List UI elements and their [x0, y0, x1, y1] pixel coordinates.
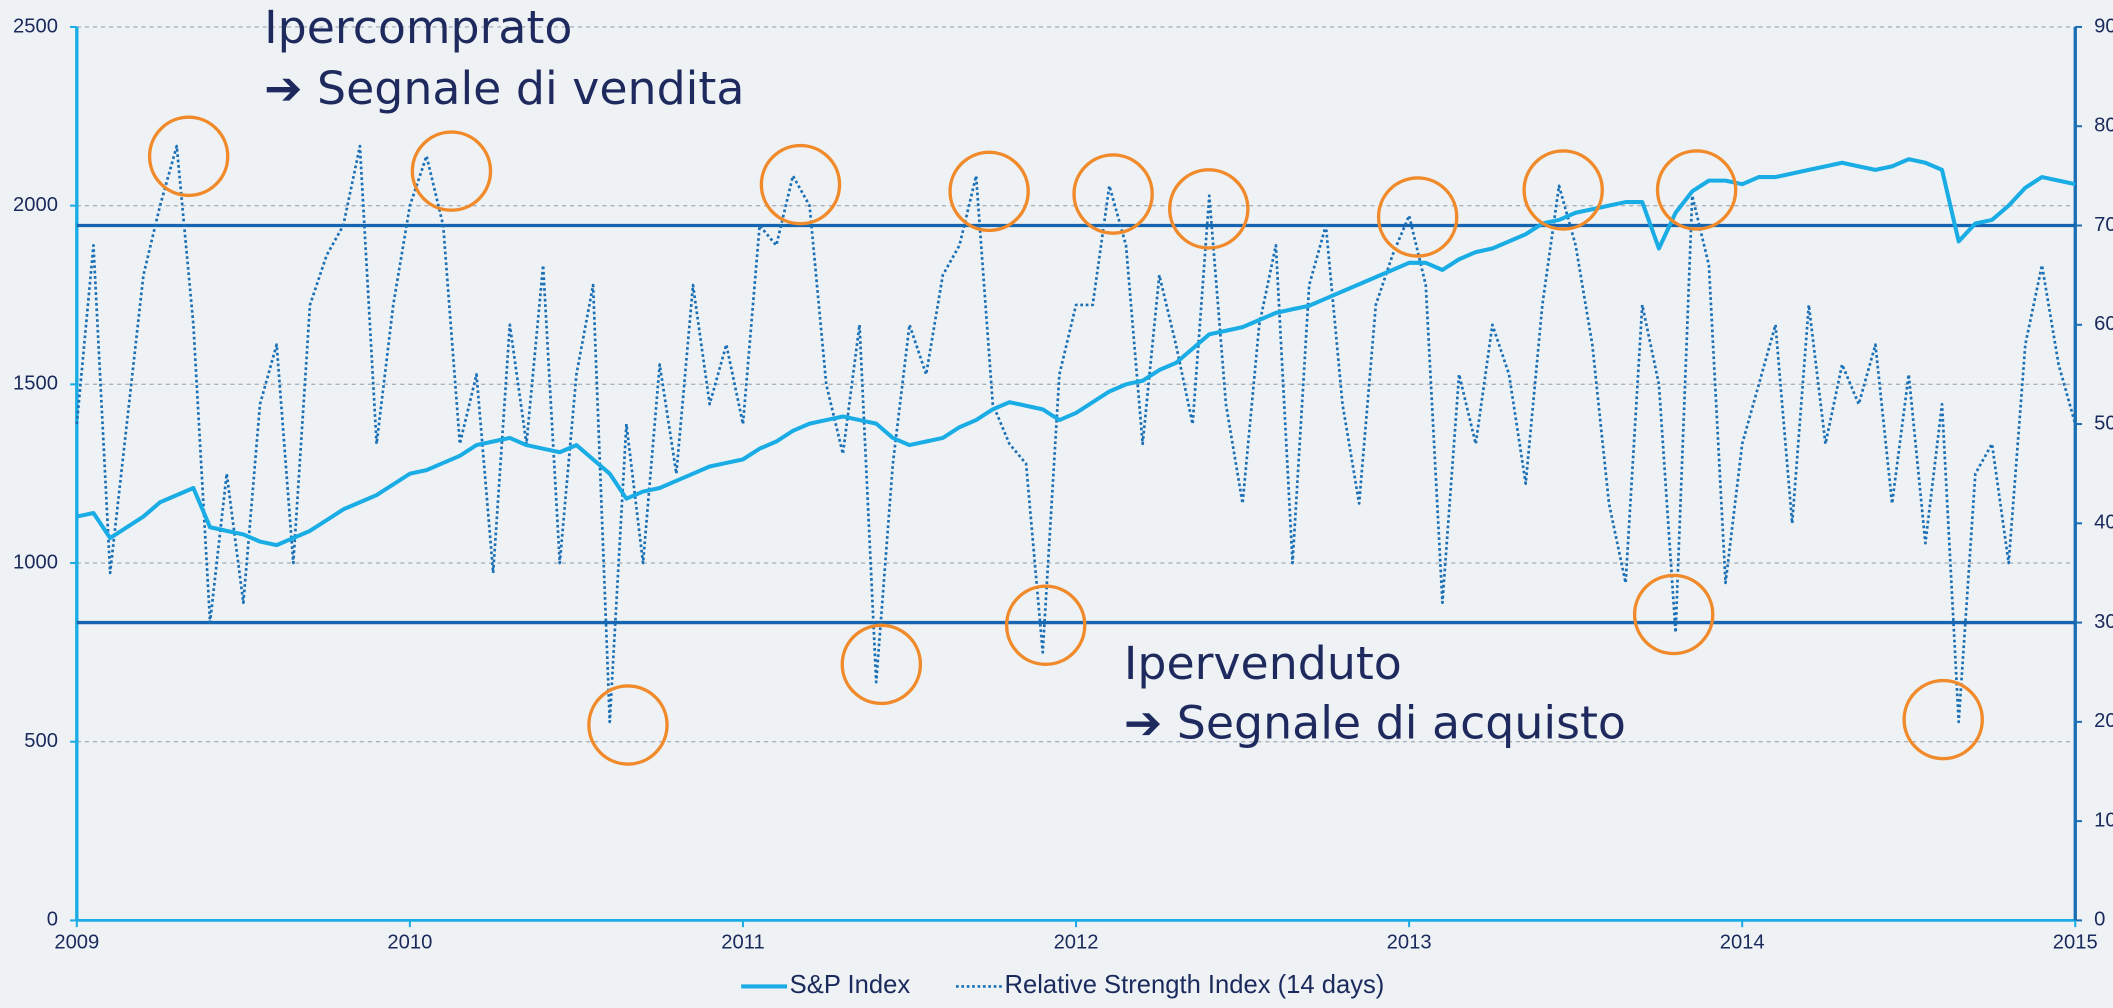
highlight-circle: [587, 684, 669, 766]
series-line: [75, 144, 2077, 724]
y2-tick-label: 90: [2094, 15, 2113, 37]
legend-label: Relative Strength Index (14 days): [1004, 971, 1384, 999]
annotation: Ipervenduto: [1124, 636, 1402, 690]
x-tick-label: 2009: [54, 932, 99, 954]
highlight-circle: [948, 150, 1030, 233]
x-tick-label: 2013: [1387, 932, 1432, 954]
highlight-circle: [840, 623, 923, 706]
y-tick-label: 0: [47, 909, 58, 931]
y2-tick-label: 10: [2094, 809, 2113, 831]
y2-tick-label: 50: [2094, 412, 2113, 434]
plot: 0 500 1000 1500 2000 2500 0 10 20 30 40 50 60 70 80 90 2…: [13, 15, 2113, 953]
y2-tick-label: 60: [2094, 313, 2113, 335]
annotation: Ipercomprato: [264, 0, 572, 54]
y-tick-label: 1000: [13, 551, 58, 573]
highlight-circle: [1168, 168, 1250, 250]
annotation: ➔ Segnale di vendita: [264, 61, 744, 115]
y-tick-label: 1500: [13, 373, 58, 395]
x-tick-label: 2014: [1720, 932, 1765, 954]
y2-tick-label: 80: [2094, 115, 2113, 137]
highlight-circle: [1072, 153, 1154, 235]
y2-tick-label: 30: [2094, 611, 2113, 633]
annotation: ➔ Segnale di acquisto: [1124, 695, 1626, 749]
highlight-circle: [1902, 678, 1984, 761]
highlight-circles: [147, 115, 1984, 766]
highlight-circle: [1632, 573, 1715, 656]
y2-tick-label: 0: [2094, 909, 2105, 931]
highlight-circle: [147, 115, 230, 198]
y-tick-label: 500: [24, 730, 58, 752]
x-tick-label: 2010: [387, 932, 432, 954]
y2-tick-label: 20: [2094, 710, 2113, 732]
y2-tick-label: 70: [2094, 214, 2113, 236]
x-tick-label: 2012: [1054, 932, 1099, 954]
highlight-circle: [1004, 584, 1087, 667]
legend-label: S&P Index: [790, 971, 911, 999]
series-line: [76, 157, 2076, 548]
y2-tick-label: 40: [2094, 512, 2113, 534]
y-tick-label: 2000: [13, 194, 58, 216]
highlight-circle: [1522, 149, 1604, 231]
x-tick-label: 2015: [2053, 932, 2098, 954]
highlight-circle: [410, 130, 493, 212]
highlight-circle: [759, 143, 842, 226]
x-tick-label: 2011: [721, 932, 764, 954]
highlight-circle: [1376, 176, 1459, 258]
highlight-circle: [1655, 149, 1738, 231]
y-tick-label: 2500: [13, 15, 58, 37]
